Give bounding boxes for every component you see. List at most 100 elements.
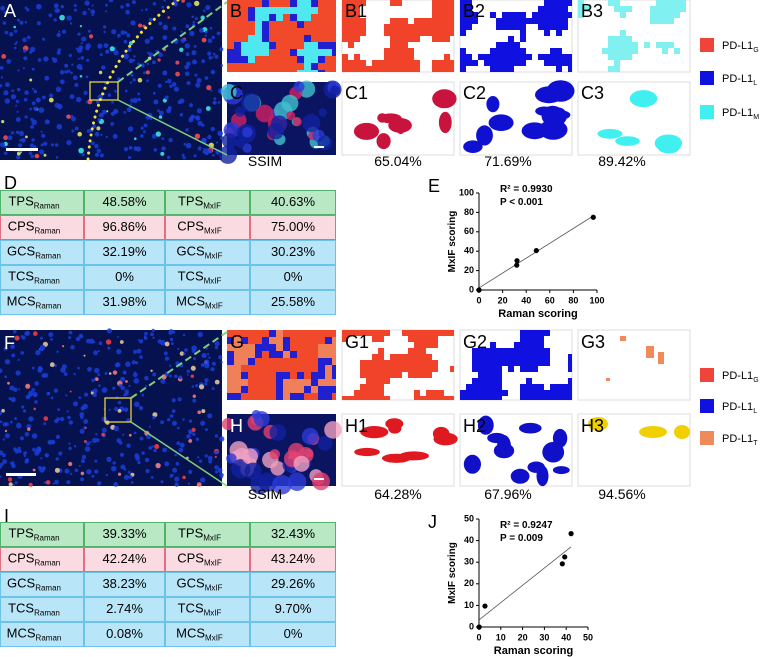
cell-dot xyxy=(132,78,136,82)
pixel xyxy=(680,6,686,12)
cell-dot xyxy=(116,110,119,113)
pixel xyxy=(556,384,562,390)
cell-dot xyxy=(53,3,59,9)
pixel xyxy=(304,337,311,344)
cell-dot xyxy=(117,400,122,405)
pixel xyxy=(496,60,502,66)
pixel xyxy=(656,18,662,24)
pixel xyxy=(432,6,438,12)
pixel xyxy=(478,348,484,354)
pixel xyxy=(290,7,297,14)
pixel xyxy=(332,330,336,337)
blob xyxy=(433,432,458,446)
pixel xyxy=(332,14,336,21)
table-cell xyxy=(0,572,84,597)
cell-dot xyxy=(26,35,31,40)
pixel xyxy=(432,60,438,66)
pixel xyxy=(390,372,396,378)
pixel xyxy=(269,70,276,72)
pixel xyxy=(478,354,484,360)
pixel xyxy=(532,366,538,372)
cell-dot xyxy=(204,76,209,80)
pixel xyxy=(227,28,234,35)
pixel xyxy=(311,330,318,337)
cell-dot xyxy=(92,437,98,443)
pixel xyxy=(668,42,674,48)
pixel xyxy=(526,378,532,384)
pixel xyxy=(568,384,572,390)
cell-dot xyxy=(50,396,54,400)
pixel xyxy=(269,393,276,400)
pixel xyxy=(354,330,360,336)
pixel xyxy=(414,330,420,336)
label-sub: MxIF xyxy=(204,609,222,618)
pixel xyxy=(472,60,478,66)
cell-dot xyxy=(72,75,78,81)
cell-dot xyxy=(0,76,4,79)
pixel xyxy=(562,18,568,24)
pixel xyxy=(544,54,550,60)
pixel xyxy=(227,42,234,49)
blob xyxy=(486,96,500,113)
pixel xyxy=(378,360,384,366)
table-cell xyxy=(165,597,250,622)
pixel xyxy=(297,56,304,63)
panel-label: E xyxy=(428,176,440,196)
blob xyxy=(379,113,402,124)
cell-dot xyxy=(153,99,159,105)
pixel xyxy=(318,330,325,337)
cell-dot xyxy=(71,129,75,133)
cell-dot xyxy=(127,47,132,52)
pixel xyxy=(311,7,318,14)
pixel xyxy=(384,366,390,372)
cell-dot xyxy=(188,419,193,423)
pixel xyxy=(262,0,269,7)
pixel xyxy=(372,330,378,336)
cell-dot xyxy=(215,141,219,144)
pixel xyxy=(332,379,336,386)
table-cell xyxy=(84,240,165,265)
cell-dot xyxy=(20,335,24,338)
cell-dot xyxy=(192,20,196,24)
cell-dot xyxy=(137,77,143,83)
cell-dot xyxy=(105,473,109,477)
cell-dot xyxy=(167,16,170,19)
pixel xyxy=(234,344,241,351)
annotation: R² = 0.9247 xyxy=(500,520,553,531)
pixel xyxy=(297,393,304,400)
cell-dot xyxy=(92,392,97,398)
pixel xyxy=(290,372,297,379)
pixel xyxy=(297,358,304,365)
pixel xyxy=(420,342,426,348)
pixel xyxy=(378,366,384,372)
pixel xyxy=(614,6,620,12)
pixel xyxy=(408,48,414,54)
label-sub: Raman xyxy=(34,559,60,568)
cell-dot xyxy=(75,336,81,342)
cell-dot xyxy=(137,339,140,342)
cell-dot xyxy=(85,46,90,51)
pixel xyxy=(438,66,444,72)
cell-dot xyxy=(34,450,40,456)
table-cell xyxy=(0,240,84,265)
cell-dot xyxy=(186,373,189,376)
legend-label: PD-L1G xyxy=(722,370,759,384)
pixel xyxy=(318,7,325,14)
pixel xyxy=(568,12,572,18)
pixel xyxy=(526,18,532,24)
pixel xyxy=(255,70,262,72)
cell-dot xyxy=(196,482,202,487)
pixel xyxy=(372,384,378,390)
blob xyxy=(588,417,608,431)
pixel xyxy=(568,354,572,360)
pixel xyxy=(262,42,269,49)
pixel xyxy=(556,0,562,6)
pixel xyxy=(332,21,336,28)
point xyxy=(514,262,520,268)
cell-dot xyxy=(57,48,61,52)
pixel xyxy=(269,358,276,365)
pixel xyxy=(290,0,297,7)
table-cell xyxy=(84,597,165,622)
pixel xyxy=(420,366,426,372)
